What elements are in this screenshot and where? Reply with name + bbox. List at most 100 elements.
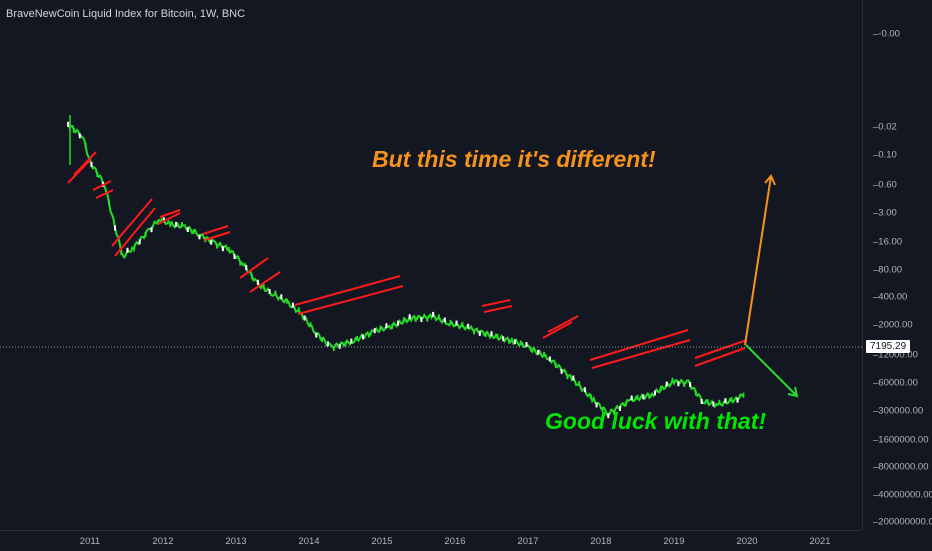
candle	[607, 413, 610, 419]
time-tick-label: 2016	[444, 536, 466, 547]
candle	[461, 321, 464, 327]
candle	[327, 341, 329, 347]
candle	[321, 337, 324, 343]
channel-line	[483, 305, 513, 313]
candle	[245, 265, 248, 271]
candle	[108, 199, 110, 205]
candle	[718, 399, 721, 405]
channel-line	[159, 209, 181, 218]
time-axis[interactable]: 2011 2012 2013 2014 2015 2016 2017 2018 2019 2020…	[0, 530, 862, 551]
channel-line	[591, 339, 691, 369]
candle	[67, 121, 70, 127]
price-tick-label: –0.02	[873, 121, 897, 133]
candle	[414, 316, 417, 322]
channel-line	[294, 275, 401, 306]
price-tick-label: –400.00	[873, 291, 908, 303]
channel-line	[249, 271, 281, 293]
candle	[274, 290, 277, 296]
time-tick-label: 2017	[517, 536, 539, 547]
price-tick-label: –40000000.00	[873, 489, 932, 501]
candle	[689, 382, 692, 387]
price-tick-label: –0.60	[873, 179, 897, 191]
candle	[554, 362, 557, 368]
candle	[467, 323, 470, 329]
candle	[636, 394, 639, 400]
candle	[198, 234, 201, 240]
candle	[362, 334, 364, 340]
candle	[385, 323, 388, 329]
price-tick-label: –-0.00	[873, 28, 900, 40]
candle	[589, 393, 592, 399]
candle	[560, 368, 563, 374]
price-tick-label: –16.00	[873, 236, 903, 248]
candle	[496, 333, 499, 339]
time-tick-label: 2021	[809, 536, 831, 547]
price-tick-label: –300000.00	[873, 405, 924, 417]
candle	[519, 340, 522, 346]
candle	[373, 328, 376, 334]
candle	[525, 342, 528, 347]
candle	[169, 222, 172, 228]
candle	[309, 322, 312, 328]
candle	[437, 314, 440, 320]
candle	[736, 397, 739, 403]
candle	[402, 317, 405, 323]
channel-line	[589, 329, 689, 361]
chart-title: BraveNewCoin Liquid Index for Bitcoin, 1…	[6, 8, 246, 20]
candle	[583, 387, 586, 393]
candle	[671, 377, 674, 383]
candle	[712, 401, 715, 407]
candle	[291, 302, 294, 308]
price-chart[interactable]	[0, 0, 862, 530]
candle	[251, 274, 254, 280]
candle	[601, 407, 604, 412]
candle	[455, 320, 458, 326]
candle	[706, 399, 709, 405]
candle	[268, 289, 271, 294]
candle	[613, 409, 616, 415]
candle	[120, 250, 123, 255]
candle	[484, 332, 487, 337]
channel-line	[114, 207, 156, 257]
current-price-label: 7195.29	[866, 340, 911, 353]
candle	[449, 319, 452, 325]
candle	[619, 405, 621, 411]
candle-marks	[67, 115, 745, 419]
candle	[350, 338, 353, 344]
candle	[502, 336, 505, 342]
candle	[642, 394, 645, 400]
candle	[90, 162, 93, 168]
candle	[391, 324, 394, 329]
candle	[344, 341, 347, 347]
candle	[730, 397, 733, 403]
price-tick-label: –200000000.00	[873, 516, 932, 528]
candle	[356, 336, 359, 341]
candle	[659, 385, 662, 391]
candle	[132, 246, 135, 252]
time-tick-label: 2015	[371, 536, 393, 547]
candle	[473, 329, 475, 335]
price-tick-label: –2000.00	[873, 319, 913, 331]
candle	[181, 222, 183, 227]
channel-line	[92, 180, 112, 191]
candle	[700, 399, 703, 404]
candle	[175, 221, 178, 227]
candle	[233, 254, 236, 259]
candle	[490, 331, 493, 337]
annotation-good-luck: Good luck with that!	[545, 408, 767, 434]
channel-line	[297, 285, 404, 315]
candle	[144, 231, 147, 237]
time-tick-label: 2019	[663, 536, 685, 547]
price-tick-label: –80.00	[873, 264, 903, 276]
channel-line	[157, 212, 181, 225]
price-tick-label: –8000000.00	[873, 461, 929, 473]
candle	[210, 239, 213, 245]
candle	[126, 247, 129, 253]
candle	[78, 133, 81, 139]
price-axis[interactable]: –-0.00 –0.02 –0.10 –0.60 –3.00 –16.00 –80.00 –4…	[862, 0, 932, 530]
trend-channels	[67, 151, 748, 369]
channel-line	[73, 151, 97, 176]
price-tick-label: –60000.00	[873, 377, 918, 389]
candle	[367, 332, 370, 338]
price-tick-label: –0.10	[873, 149, 897, 161]
